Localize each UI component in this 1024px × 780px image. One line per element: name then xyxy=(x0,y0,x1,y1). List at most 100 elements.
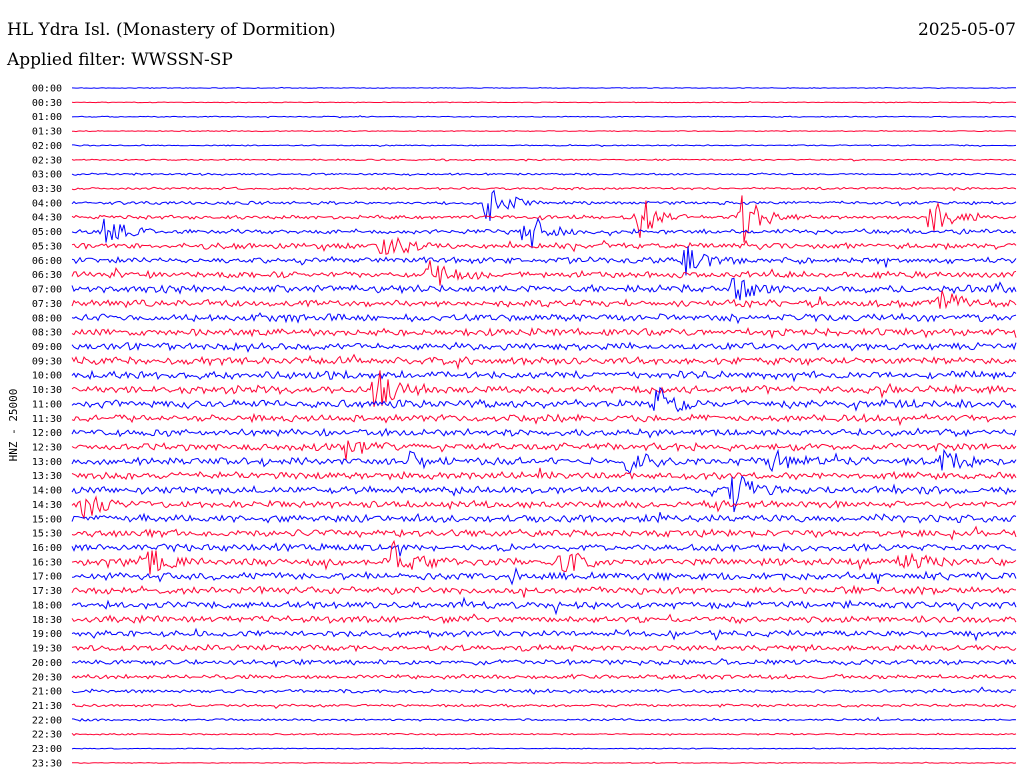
trace-row-2000 xyxy=(71,657,1017,668)
trace-row-1030 xyxy=(71,370,1017,407)
time-tick-label: 09:00 xyxy=(32,342,62,353)
time-tick-label: 04:00 xyxy=(32,198,62,209)
time-tick-label: 13:00 xyxy=(32,457,62,468)
trace-row-2130 xyxy=(71,703,1017,710)
trace-row-1730 xyxy=(71,584,1017,598)
trace-row-0900 xyxy=(71,341,1017,353)
time-tick-label: 22:30 xyxy=(32,730,62,741)
trace-row-1630 xyxy=(71,539,1017,575)
time-tick-label: 05:00 xyxy=(32,227,62,238)
time-tick-label: 15:00 xyxy=(32,514,62,525)
time-tick-label: 14:00 xyxy=(32,486,62,497)
time-tick-label: 10:30 xyxy=(32,385,62,396)
trace-row-2100 xyxy=(71,686,1017,695)
time-tick-label: 08:00 xyxy=(32,313,62,324)
trace-row-1200 xyxy=(71,427,1017,439)
time-tick-label: 20:30 xyxy=(32,672,62,683)
trace-row-2200 xyxy=(71,716,1017,722)
trace-row-0930 xyxy=(71,353,1017,370)
time-tick-label: 11:00 xyxy=(32,399,62,410)
trace-row-0400 xyxy=(71,189,1017,221)
time-tick-label: 16:30 xyxy=(32,557,62,568)
trace-row-0530 xyxy=(71,236,1017,255)
time-tick-label: 14:30 xyxy=(32,500,62,511)
trace-row-0000 xyxy=(71,86,1017,90)
time-tick-label: 17:00 xyxy=(32,572,62,583)
trace-row-1300 xyxy=(71,448,1017,475)
time-tick-label: 03:30 xyxy=(32,184,62,195)
trace-row-1000 xyxy=(71,369,1017,383)
trace-row-2230 xyxy=(71,732,1017,737)
trace-row-0430 xyxy=(71,195,1017,243)
trace-row-1130 xyxy=(71,412,1017,427)
time-tick-label: 23:00 xyxy=(32,744,62,755)
trace-row-1830 xyxy=(71,613,1017,625)
time-tick-label: 18:30 xyxy=(32,615,62,626)
trace-row-0500 xyxy=(71,217,1017,249)
trace-row-0300 xyxy=(71,172,1017,177)
trace-row-1100 xyxy=(71,386,1017,413)
time-tick-label: 09:30 xyxy=(32,356,62,367)
trace-row-0030 xyxy=(71,100,1017,104)
trace-row-1700 xyxy=(71,566,1017,586)
date-label: 2025-05-07 xyxy=(917,20,1016,40)
trace-row-1230 xyxy=(71,440,1017,461)
station-title: HL Ydra Isl. (Monastery of Dormition) xyxy=(7,20,336,40)
trace-row-1600 xyxy=(71,542,1017,557)
time-tick-label: 15:30 xyxy=(32,529,62,540)
time-tick-label: 07:30 xyxy=(32,299,62,310)
trace-row-0830 xyxy=(71,326,1017,340)
time-tick-label: 02:30 xyxy=(32,155,62,166)
time-tick-label: 06:00 xyxy=(32,256,62,267)
time-tick-label: 19:00 xyxy=(32,629,62,640)
time-tick-label: 19:30 xyxy=(32,644,62,655)
time-tick-label: 23:30 xyxy=(32,758,62,769)
trace-row-1400 xyxy=(71,475,1017,513)
trace-row-0630 xyxy=(71,260,1017,286)
time-tick-label: 00:00 xyxy=(32,84,62,95)
trace-row-0600 xyxy=(71,246,1017,276)
trace-row-0200 xyxy=(72,144,1017,148)
time-tick-label: 04:30 xyxy=(32,213,62,224)
time-tick-label: 08:30 xyxy=(32,328,62,339)
time-tick-label: 16:00 xyxy=(32,543,62,554)
time-tick-label: 05:30 xyxy=(32,241,62,252)
time-tick-label: 22:00 xyxy=(32,715,62,726)
time-tick-label: 10:00 xyxy=(32,371,62,382)
time-tick-label: 13:30 xyxy=(32,471,62,482)
time-tick-label: 12:00 xyxy=(32,428,62,439)
trace-row-1930 xyxy=(71,643,1017,653)
time-tick-label: 12:30 xyxy=(32,443,62,454)
trace-row-0100 xyxy=(71,115,1017,119)
time-tick-label: 01:00 xyxy=(32,112,62,123)
trace-row-0230 xyxy=(71,158,1017,162)
trace-row-0800 xyxy=(71,312,1017,325)
time-tick-label: 07:00 xyxy=(32,285,62,296)
time-tick-label: 02:00 xyxy=(32,141,62,152)
time-tick-label: 06:30 xyxy=(32,270,62,281)
y-axis-label: HNZ - 25000 xyxy=(7,389,20,462)
filter-label: Applied filter: WWSSN-SP xyxy=(7,50,233,70)
trace-row-1530 xyxy=(71,525,1017,541)
time-tick-label: 21:30 xyxy=(32,701,62,712)
time-tick-label: 11:30 xyxy=(32,414,62,425)
time-tick-label: 21:00 xyxy=(32,687,62,698)
trace-row-2030 xyxy=(71,673,1017,680)
time-tick-label: 20:00 xyxy=(32,658,62,669)
trace-group xyxy=(71,86,1017,765)
trace-row-1900 xyxy=(71,627,1017,642)
trace-row-0700 xyxy=(71,277,1017,301)
trace-row-0130 xyxy=(71,129,1017,133)
trace-row-2300 xyxy=(71,747,1017,750)
time-tick-label: 03:00 xyxy=(32,170,62,181)
trace-row-1430 xyxy=(71,495,1017,520)
trace-row-1330 xyxy=(71,467,1017,481)
trace-row-0730 xyxy=(71,290,1017,310)
time-tick-label: 17:30 xyxy=(32,586,62,597)
trace-row-1800 xyxy=(71,596,1017,616)
time-tick-label: 00:30 xyxy=(32,98,62,109)
time-tick-label: 18:00 xyxy=(32,600,62,611)
trace-row-1500 xyxy=(71,512,1017,524)
time-tick-group: 00:00 00:30 01:00 01:30 02:00 02:30 03:00 03:30… xyxy=(32,84,62,770)
